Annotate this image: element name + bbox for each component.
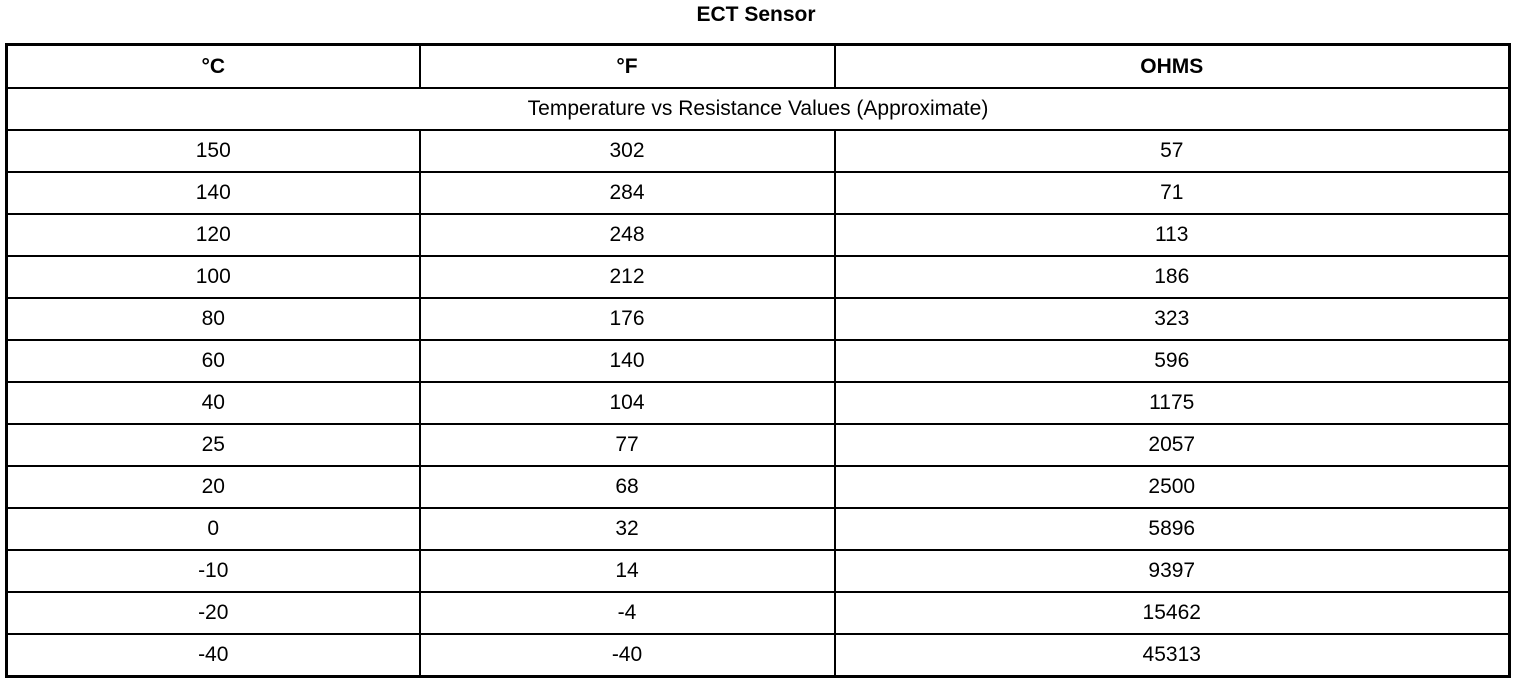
ohms-cell: 323 [833, 297, 1511, 341]
header-fahrenheit: °F [418, 43, 836, 89]
table-row: 20 68 2500 [5, 465, 1511, 509]
fahrenheit-cell: 104 [418, 381, 836, 425]
table-row: 40 104 1175 [5, 381, 1511, 425]
fahrenheit-cell: -40 [418, 633, 836, 678]
fahrenheit-cell: 212 [418, 255, 836, 299]
ohms-cell: 45313 [833, 633, 1511, 678]
celsius-cell: 150 [5, 129, 421, 173]
fahrenheit-cell: 14 [418, 549, 836, 593]
table-row: 100 212 186 [5, 255, 1511, 299]
celsius-cell: 100 [5, 255, 421, 299]
table-row: 150 302 57 [5, 129, 1511, 173]
table-row: -40 -40 45313 [5, 633, 1511, 678]
ohms-cell: 113 [833, 213, 1511, 257]
table-row: 60 140 596 [5, 339, 1511, 383]
subtitle-row: Temperature vs Resistance Values (Approx… [5, 87, 1511, 131]
ohms-cell: 57 [833, 129, 1511, 173]
celsius-cell: -10 [5, 549, 421, 593]
celsius-cell: -20 [5, 591, 421, 635]
celsius-cell: 0 [5, 507, 421, 551]
header-celsius: °C [5, 43, 421, 89]
fahrenheit-cell: 176 [418, 297, 836, 341]
fahrenheit-cell: 248 [418, 213, 836, 257]
table-row: 120 248 113 [5, 213, 1511, 257]
fahrenheit-cell: 140 [418, 339, 836, 383]
ohms-cell: 9397 [833, 549, 1511, 593]
celsius-cell: 60 [5, 339, 421, 383]
table-subtitle: Temperature vs Resistance Values (Approx… [5, 87, 1511, 131]
ohms-cell: 15462 [833, 591, 1511, 635]
ect-sensor-table: °C °F OHMS Temperature vs Resistance Val… [5, 43, 1511, 678]
fahrenheit-cell: 77 [418, 423, 836, 467]
fahrenheit-cell: 302 [418, 129, 836, 173]
document-title: ECT Sensor [696, 3, 816, 26]
ohms-cell: 1175 [833, 381, 1511, 425]
ohms-cell: 5896 [833, 507, 1511, 551]
table-row: -10 14 9397 [5, 549, 1511, 593]
table-row: 0 32 5896 [5, 507, 1511, 551]
celsius-cell: 140 [5, 171, 421, 215]
celsius-cell: 120 [5, 213, 421, 257]
celsius-cell: 20 [5, 465, 421, 509]
ohms-cell: 186 [833, 255, 1511, 299]
ohms-cell: 2500 [833, 465, 1511, 509]
table-row: 80 176 323 [5, 297, 1511, 341]
ohms-cell: 596 [833, 339, 1511, 383]
fahrenheit-cell: 68 [418, 465, 836, 509]
header-ohms: OHMS [833, 43, 1511, 89]
header-row: °C °F OHMS [5, 43, 1511, 89]
celsius-cell: 25 [5, 423, 421, 467]
fahrenheit-cell: -4 [418, 591, 836, 635]
table-row: 25 77 2057 [5, 423, 1511, 467]
celsius-cell: 80 [5, 297, 421, 341]
ohms-cell: 2057 [833, 423, 1511, 467]
ohms-cell: 71 [833, 171, 1511, 215]
fahrenheit-cell: 32 [418, 507, 836, 551]
fahrenheit-cell: 284 [418, 171, 836, 215]
celsius-cell: -40 [5, 633, 421, 678]
table-row: -20 -4 15462 [5, 591, 1511, 635]
table-row: 140 284 71 [5, 171, 1511, 215]
celsius-cell: 40 [5, 381, 421, 425]
